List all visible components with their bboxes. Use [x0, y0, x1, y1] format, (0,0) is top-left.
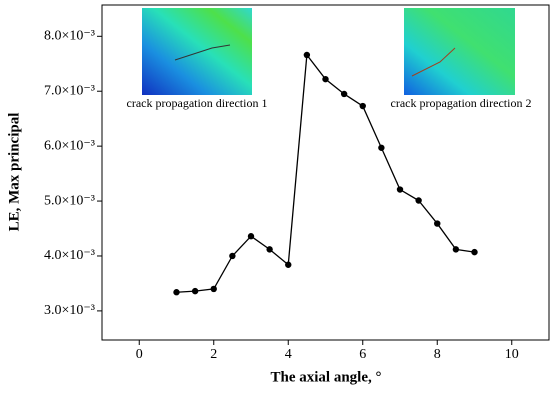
- x-tick-label: 6: [359, 347, 366, 362]
- x-tick-label: 4: [285, 347, 292, 362]
- point: [434, 220, 441, 227]
- point: [396, 186, 404, 193]
- point: [191, 287, 199, 295]
- y-tick-label: 8.0×10⁻³: [44, 29, 95, 44]
- annotation: crack propagation direction 1: [127, 96, 268, 110]
- point: [359, 102, 366, 110]
- point: [303, 51, 311, 59]
- x-axis-label: The axial angle, °: [270, 369, 381, 385]
- point: [173, 289, 180, 296]
- y-tick-label: 6.0×10⁻³: [44, 138, 95, 153]
- point: [378, 144, 385, 151]
- point: [285, 261, 292, 268]
- point: [471, 248, 478, 256]
- x-tick-label: 2: [210, 347, 217, 362]
- y-tick-label: 5.0×10⁻³: [44, 193, 95, 208]
- point: [452, 246, 460, 253]
- thumbnail-1: [142, 8, 252, 95]
- point: [210, 285, 217, 293]
- y-tick-label: 4.0×10⁻³: [44, 248, 95, 263]
- x-tick-label: 8: [434, 347, 441, 362]
- point: [322, 75, 329, 83]
- thumbnail-2: [404, 8, 515, 95]
- x-tick-label: 0: [136, 347, 143, 362]
- y-tick-label: 7.0×10⁻³: [44, 83, 95, 98]
- y-axis-label: LE, Max principal: [6, 113, 22, 232]
- point: [340, 90, 348, 98]
- annotation: crack propagation direction 2: [391, 96, 532, 110]
- point: [229, 252, 236, 260]
- point: [415, 197, 422, 204]
- y-tick-label: 3.0×10⁻³: [44, 303, 95, 318]
- plot-frame: [101, 4, 550, 341]
- point: [266, 246, 273, 253]
- point: [247, 233, 255, 240]
- x-tick-label: 10: [505, 347, 519, 362]
